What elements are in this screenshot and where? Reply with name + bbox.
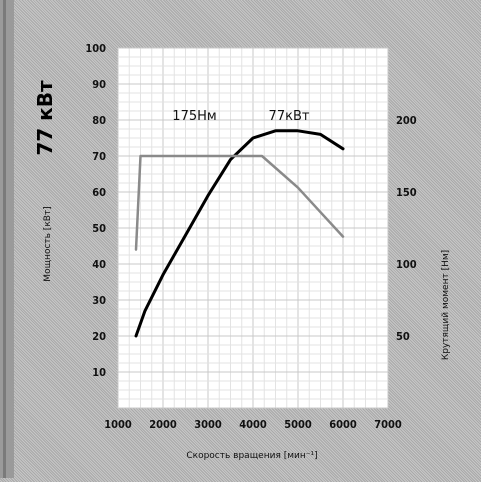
x-tick-label: 3000 (194, 418, 222, 431)
y-right-tick-label: 200 (396, 114, 417, 127)
y-left-tick-label: 50 (92, 222, 106, 235)
y-axis-right-label: Крутящий момент [Нм] (441, 250, 451, 360)
x-tick-label: 1000 (104, 418, 132, 431)
y-left-tick-label: 70 (92, 150, 106, 163)
power-series-line (134, 129, 345, 338)
series-layer (134, 129, 345, 338)
torque-series-line (134, 154, 345, 251)
x-tick-label: 5000 (284, 418, 312, 431)
x-tick-label: 2000 (149, 418, 177, 431)
y-right-tick-label: 50 (396, 330, 410, 343)
torque-peak-annotation: 175Нм (172, 109, 216, 124)
y-left-tick-label: 40 (92, 258, 106, 271)
y-left-tick-label: 80 (92, 114, 106, 127)
y-axis-left-label: Мощность [кВт] (43, 206, 53, 281)
chart-title: 77 кВт (33, 80, 57, 156)
y-left-tick-label: 20 (92, 330, 106, 343)
grid (117, 47, 389, 409)
y-left-tick-label: 100 (85, 42, 106, 55)
y-right-tick-label: 100 (396, 258, 417, 271)
y-right-tick-label: 150 (396, 186, 417, 199)
ticks-layer: 1000 2000 3000 4000 5000 6000 7000 10 20 30 40 50 60… (85, 42, 416, 431)
annotations-layer: 77кВт 175Нм (172, 109, 310, 124)
x-tick-label: 4000 (239, 418, 267, 431)
y-left-tick-label: 90 (92, 78, 106, 91)
y-left-tick-label: 30 (92, 294, 106, 307)
y-left-tick-label: 10 (92, 366, 106, 379)
y-left-tick-label: 60 (92, 186, 106, 199)
x-tick-label: 6000 (329, 418, 357, 431)
x-tick-label: 7000 (374, 418, 402, 431)
x-axis-label: Скорость вращения [мин⁻¹] (186, 451, 317, 461)
power-peak-annotation: 77кВт (269, 109, 310, 124)
